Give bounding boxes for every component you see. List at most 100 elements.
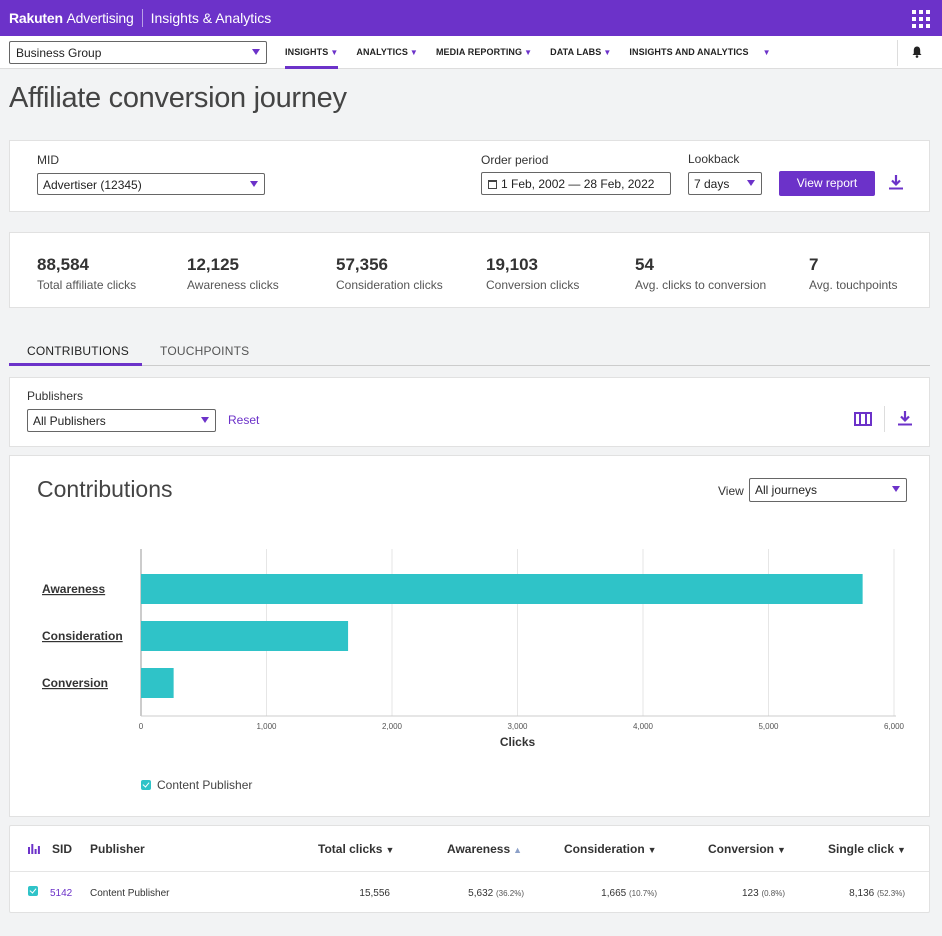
chart-title: Contributions	[37, 476, 173, 502]
category-label[interactable]: Consideration	[42, 629, 123, 643]
journey-view-select[interactable]: All journeys	[749, 478, 907, 502]
main-nav: INSIGHTS ▼ ANALYTICS ▼ MEDIA REPORTING ▼ DA…	[285, 36, 789, 69]
reset-link[interactable]: Reset	[228, 413, 260, 427]
sort-desc-icon: ▼	[647, 845, 657, 855]
chevron-down-icon: ▼	[330, 48, 339, 57]
x-tick-label: 2,000	[382, 722, 403, 731]
mid-label: MID	[37, 153, 59, 167]
calendar-icon	[488, 180, 497, 189]
cell-conversion: 123 (0.8%)	[741, 888, 785, 899]
download-icon[interactable]	[887, 173, 905, 191]
cell-sid[interactable]: 5142	[50, 888, 73, 899]
contributions-bar-chart: 0 1,000 2,000 3,000 4,000 5,000 6,000 Awareness…	[42, 549, 905, 749]
stat-conversion-clicks: 19,103 Conversion clicks	[486, 255, 580, 292]
bar-conversion[interactable]	[141, 668, 174, 698]
sort-asc-icon: ▲	[513, 845, 523, 855]
view-tabs: CONTRIBUTIONS TOUCHPOINTS	[9, 336, 930, 366]
cell-consideration: 1,665 (10.7%)	[601, 888, 657, 899]
row-checkbox[interactable]	[28, 886, 38, 896]
cell-total-clicks: 15,556	[359, 888, 390, 899]
x-tick-label: 4,000	[633, 722, 654, 731]
x-tick-label: 6,000	[884, 722, 905, 731]
chevron-down-icon	[252, 49, 260, 55]
x-tick-label: 3,000	[507, 722, 528, 731]
lookback-select[interactable]: 7 days	[688, 172, 762, 195]
tab-contributions[interactable]: CONTRIBUTIONS	[27, 344, 129, 358]
sort-desc-icon: ▼	[385, 845, 395, 855]
business-group-value: Business Group	[16, 46, 102, 60]
stat-awareness-clicks: 12,125 Awareness clicks	[187, 255, 279, 292]
col-sid[interactable]: SID	[52, 842, 73, 856]
apps-grid-icon[interactable]	[912, 10, 930, 28]
brand-logo[interactable]: Rakuten Advertising	[9, 10, 134, 26]
chevron-down-icon: ▼	[409, 48, 418, 57]
col-total-clicks[interactable]: Total clicks ▼	[318, 842, 395, 856]
col-awareness[interactable]: Awareness ▲	[447, 842, 523, 856]
page-title: Affiliate conversion journey	[9, 82, 347, 114]
stat-total-affiliate-clicks: 88,584 Total affiliate clicks	[37, 255, 137, 292]
col-publisher[interactable]: Publisher	[90, 842, 145, 856]
columns-icon[interactable]	[854, 412, 872, 426]
order-period-label: Order period	[481, 153, 549, 167]
stat-consideration-clicks: 57,356 Consideration clicks	[336, 255, 443, 292]
nav-insights-and-analytics[interactable]: INSIGHTS AND ANALYTICS ▼	[629, 47, 771, 57]
lookback-label: Lookback	[688, 152, 740, 166]
view-report-button[interactable]: View report	[779, 171, 875, 196]
view-label: View	[718, 484, 744, 498]
publisher-filter: Publishers All Publishers Reset	[9, 377, 930, 447]
cell-awareness: 5,632 (36.2%)	[468, 888, 524, 899]
chevron-down-icon: ▼	[762, 48, 771, 57]
contributions-card: Contributions View All journeys 0 1,000 2,…	[9, 455, 930, 817]
nav-insights[interactable]: INSIGHTS ▼	[285, 36, 339, 69]
summary-stats: 88,584 Total affiliate clicks 12,125 Aware…	[9, 232, 930, 308]
col-single-click[interactable]: Single click ▼	[828, 842, 906, 856]
tab-touchpoints[interactable]: TOUCHPOINTS	[160, 344, 250, 358]
brand-divider	[141, 9, 143, 27]
col-conversion[interactable]: Conversion ▼	[708, 842, 786, 856]
bar-chart-icon[interactable]	[28, 844, 40, 854]
sort-desc-icon: ▼	[897, 845, 906, 855]
order-period-input[interactable]: 1 Feb, 2002 — 28 Feb, 2022	[481, 172, 671, 195]
publishers-value: All Publishers	[33, 414, 106, 428]
cell-publisher: Content Publisher	[90, 888, 170, 899]
chevron-down-icon: ▼	[603, 48, 612, 57]
bar-consideration[interactable]	[141, 621, 349, 651]
download-icon[interactable]	[896, 409, 914, 427]
lookback-value: 7 days	[694, 177, 730, 191]
chevron-down-icon	[747, 180, 755, 186]
cell-single-click: 8,136 (52.3%)	[849, 888, 905, 899]
sort-desc-icon: ▼	[777, 845, 786, 855]
bar-awareness[interactable]	[141, 574, 863, 604]
order-period-value: 1 Feb, 2002 — 28 Feb, 2022	[501, 177, 655, 191]
category-label[interactable]: Awareness	[42, 582, 105, 596]
chevron-down-icon	[892, 486, 900, 492]
category-label[interactable]: Conversion	[42, 676, 108, 690]
bell-icon[interactable]	[912, 46, 922, 58]
nav-analytics[interactable]: ANALYTICS ▼	[356, 47, 418, 57]
x-tick-label: 0	[139, 722, 144, 731]
chart-legend[interactable]: Content Publisher	[141, 778, 252, 792]
chevron-down-icon	[250, 181, 258, 187]
nav-data-labs[interactable]: DATA LABS ▼	[550, 47, 612, 57]
mid-value: Advertiser (12345)	[43, 178, 142, 192]
toolbar-divider	[884, 406, 885, 432]
stat-avg-touchpoints: 7 Avg. touchpoints	[809, 255, 898, 292]
table-header: SID Publisher Total clicks ▼ Awareness ▲ C…	[10, 826, 929, 872]
mid-select[interactable]: Advertiser (12345)	[37, 173, 265, 195]
nav-media-reporting[interactable]: MEDIA REPORTING ▼	[435, 47, 533, 57]
product-name: Insights & Analytics	[150, 10, 272, 26]
col-consideration[interactable]: Consideration ▼	[564, 842, 657, 856]
top-bar: Rakuten Advertising Insights & Analytics	[0, 0, 942, 36]
brand-main: Rakuten	[9, 10, 63, 26]
publishers-select[interactable]: All Publishers	[27, 409, 216, 432]
active-tab-indicator	[9, 363, 142, 366]
x-tick-label: 1,000	[256, 722, 277, 731]
journey-view-value: All journeys	[755, 483, 818, 497]
legend-label: Content Publisher	[157, 778, 253, 792]
business-group-select[interactable]: Business Group	[9, 41, 267, 64]
x-tick-label: 5,000	[758, 722, 779, 731]
chevron-down-icon: ▼	[524, 48, 533, 57]
publisher-table: SID Publisher Total clicks ▼ Awareness ▲ C…	[9, 825, 930, 913]
brand-sub: Advertising	[66, 10, 134, 26]
stat-avg-clicks-to-conversion: 54 Avg. clicks to conversion	[635, 255, 767, 292]
